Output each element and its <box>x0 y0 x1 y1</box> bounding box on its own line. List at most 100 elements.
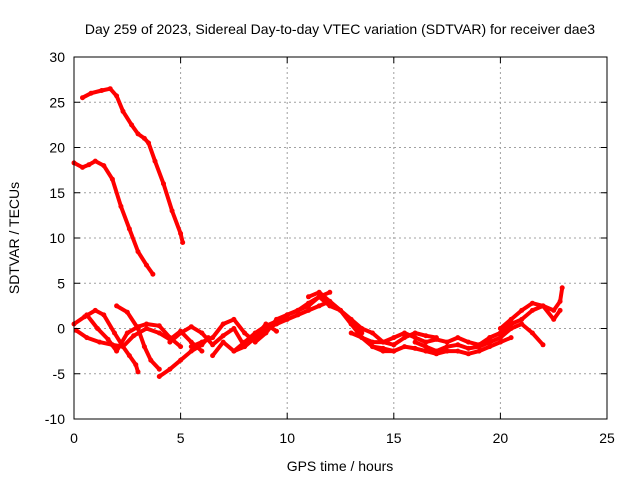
series-track-12 <box>306 289 439 348</box>
x-tick-label: 10 <box>279 430 295 446</box>
data-point <box>306 307 311 313</box>
series-track-13 <box>348 330 503 348</box>
data-point <box>88 90 94 96</box>
data-point <box>433 348 439 354</box>
data-point <box>131 333 137 339</box>
chart-title: Day 259 of 2023, Sidereal Day-to-day VTE… <box>85 21 595 37</box>
data-point <box>519 307 525 313</box>
data-point <box>133 362 139 368</box>
data-point <box>80 164 85 170</box>
data-point <box>141 135 147 141</box>
series-group <box>71 86 565 379</box>
data-point <box>210 335 216 341</box>
data-point <box>402 335 407 341</box>
series-line <box>80 86 185 245</box>
data-point <box>220 339 226 345</box>
data-point <box>444 339 450 345</box>
data-point <box>129 122 135 128</box>
data-point <box>380 339 386 345</box>
y-tick-label: 20 <box>49 140 65 156</box>
data-point <box>263 326 269 331</box>
data-point <box>519 321 525 327</box>
data-point <box>557 307 563 313</box>
data-point <box>519 316 525 322</box>
data-point <box>412 335 418 341</box>
data-point <box>551 316 557 322</box>
y-tick-labels: -10 -5 0 5 10 15 20 25 30 <box>45 49 65 427</box>
data-point <box>156 374 162 379</box>
y-tick-label: 25 <box>49 94 65 110</box>
data-point <box>231 348 237 354</box>
data-point <box>557 298 563 304</box>
data-point <box>455 342 461 348</box>
y-tick-label: 15 <box>49 185 65 201</box>
data-point <box>92 158 98 164</box>
data-point <box>188 324 194 330</box>
data-point <box>497 335 503 341</box>
data-point <box>84 312 90 318</box>
data-point <box>295 312 301 318</box>
data-point <box>210 353 216 359</box>
x-tick-label: 15 <box>386 430 402 446</box>
data-point <box>178 231 184 236</box>
y-tick-label: 0 <box>57 321 65 337</box>
data-point <box>274 321 279 327</box>
data-point <box>284 312 290 318</box>
data-point <box>423 333 429 339</box>
data-point <box>144 262 149 268</box>
data-point <box>359 335 365 341</box>
data-point <box>391 342 397 348</box>
data-point <box>327 289 333 295</box>
data-point <box>508 316 514 322</box>
series-track-9 <box>188 289 333 350</box>
data-point <box>178 357 184 363</box>
data-point <box>412 330 418 336</box>
data-point <box>188 348 194 354</box>
data-point <box>124 309 130 315</box>
data-point <box>242 344 248 350</box>
data-point <box>84 335 90 341</box>
data-point <box>316 289 322 295</box>
data-point <box>86 162 92 168</box>
data-point <box>465 351 471 357</box>
data-point <box>444 344 450 350</box>
series-track-14 <box>370 335 514 357</box>
data-point <box>120 108 126 114</box>
data-point <box>156 323 162 329</box>
data-point <box>252 335 258 341</box>
data-point <box>359 326 365 331</box>
data-point <box>152 158 158 164</box>
data-point <box>101 163 107 169</box>
data-point <box>126 353 132 359</box>
data-point <box>107 86 113 92</box>
data-point <box>135 249 141 255</box>
data-point <box>529 307 535 313</box>
axis-ticks <box>73 56 608 420</box>
data-point <box>114 348 120 354</box>
data-point <box>161 181 166 187</box>
y-tick-label: 10 <box>49 230 65 246</box>
data-point <box>295 307 301 313</box>
data-point <box>199 339 205 345</box>
data-point <box>109 342 115 348</box>
series-track-17 <box>497 300 563 331</box>
data-point <box>141 344 147 350</box>
x-tick-label: 20 <box>493 430 509 446</box>
y-tick-label: 30 <box>49 49 65 65</box>
data-point <box>391 348 397 354</box>
y-tick-label: 5 <box>57 275 65 291</box>
data-point <box>423 348 429 354</box>
y-axis-label: SDTVAR / TECUs <box>6 182 22 294</box>
y-tick-label: -10 <box>45 411 65 427</box>
data-point <box>497 326 503 331</box>
data-point <box>242 330 248 336</box>
data-point <box>105 336 111 342</box>
data-point <box>380 345 386 351</box>
data-point <box>540 342 546 348</box>
y-tick-label: -5 <box>53 366 66 382</box>
data-point <box>144 326 149 331</box>
series-line <box>84 312 183 354</box>
data-point <box>231 316 237 322</box>
data-point <box>220 321 226 327</box>
